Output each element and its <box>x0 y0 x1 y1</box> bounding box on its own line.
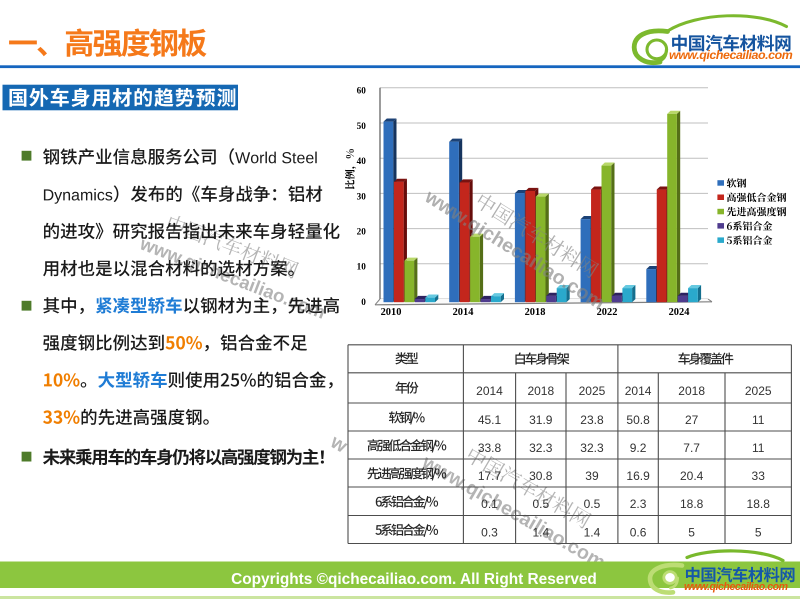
svg-text:40: 40 <box>357 156 367 166</box>
svg-text:www.qichecailiao.com: www.qichecailiao.com <box>669 48 793 62</box>
svg-text:2014: 2014 <box>625 384 652 398</box>
svg-text:0.6: 0.6 <box>630 525 647 539</box>
svg-text:5: 5 <box>755 525 762 539</box>
svg-text:32.3: 32.3 <box>580 441 604 455</box>
svg-text:www.qichecailiao.com: www.qichecailiao.com <box>420 185 608 314</box>
svg-text:0: 0 <box>361 297 366 307</box>
svg-text:32.3: 32.3 <box>529 441 553 455</box>
svg-text:45.1: 45.1 <box>478 413 502 427</box>
svg-text:11: 11 <box>752 413 765 427</box>
svg-text:11: 11 <box>752 441 765 455</box>
svg-text:2010: 2010 <box>381 307 402 318</box>
svg-text:2024: 2024 <box>669 307 690 318</box>
svg-text:2.3: 2.3 <box>630 497 647 511</box>
svg-text:39: 39 <box>585 469 599 483</box>
svg-text:2018: 2018 <box>678 384 705 398</box>
svg-text:2014: 2014 <box>476 384 503 398</box>
svg-text:1.4: 1.4 <box>584 525 601 539</box>
svg-text:30.8: 30.8 <box>529 469 553 483</box>
svg-text:0.1: 0.1 <box>481 497 498 511</box>
svg-text:18.8: 18.8 <box>747 497 771 511</box>
svg-text:2018: 2018 <box>525 307 546 318</box>
svg-text:18.8: 18.8 <box>680 497 704 511</box>
svg-text:0.5: 0.5 <box>532 497 549 511</box>
svg-text:2025: 2025 <box>745 384 772 398</box>
svg-text:0.5: 0.5 <box>584 497 601 511</box>
svg-text:50.8: 50.8 <box>626 413 650 427</box>
svg-text:23.8: 23.8 <box>580 413 604 427</box>
svg-text:7.7: 7.7 <box>683 441 700 455</box>
svg-text:5: 5 <box>688 525 695 539</box>
svg-text:20.4: 20.4 <box>680 469 704 483</box>
svg-text:33: 33 <box>752 469 766 483</box>
svg-text:2018: 2018 <box>527 384 554 398</box>
svg-text:60: 60 <box>357 86 367 96</box>
svg-text:31.9: 31.9 <box>529 413 553 427</box>
svg-text:www.qichecailiao.com: www.qichecailiao.com <box>684 581 788 593</box>
svg-text:33.8: 33.8 <box>478 441 502 455</box>
svg-text:2022: 2022 <box>597 307 618 318</box>
svg-text:10: 10 <box>357 262 367 272</box>
svg-text:www.qichecailiao.com: www.qichecailiao.com <box>418 451 609 574</box>
svg-text:1.4: 1.4 <box>532 525 549 539</box>
svg-text:16.9: 16.9 <box>626 469 650 483</box>
svg-text:0.3: 0.3 <box>481 525 498 539</box>
svg-text:20: 20 <box>357 227 367 237</box>
svg-text:50: 50 <box>357 121 367 131</box>
svg-text:2025: 2025 <box>579 384 606 398</box>
svg-text:Copyrights ©qichecailiao.com.: Copyrights ©qichecailiao.com. All Right … <box>231 571 597 588</box>
svg-text:27: 27 <box>685 413 699 427</box>
svg-text:2014: 2014 <box>453 307 474 318</box>
svg-text:9.2: 9.2 <box>630 441 647 455</box>
svg-text:17.7: 17.7 <box>478 469 502 483</box>
svg-text:30: 30 <box>357 191 367 201</box>
